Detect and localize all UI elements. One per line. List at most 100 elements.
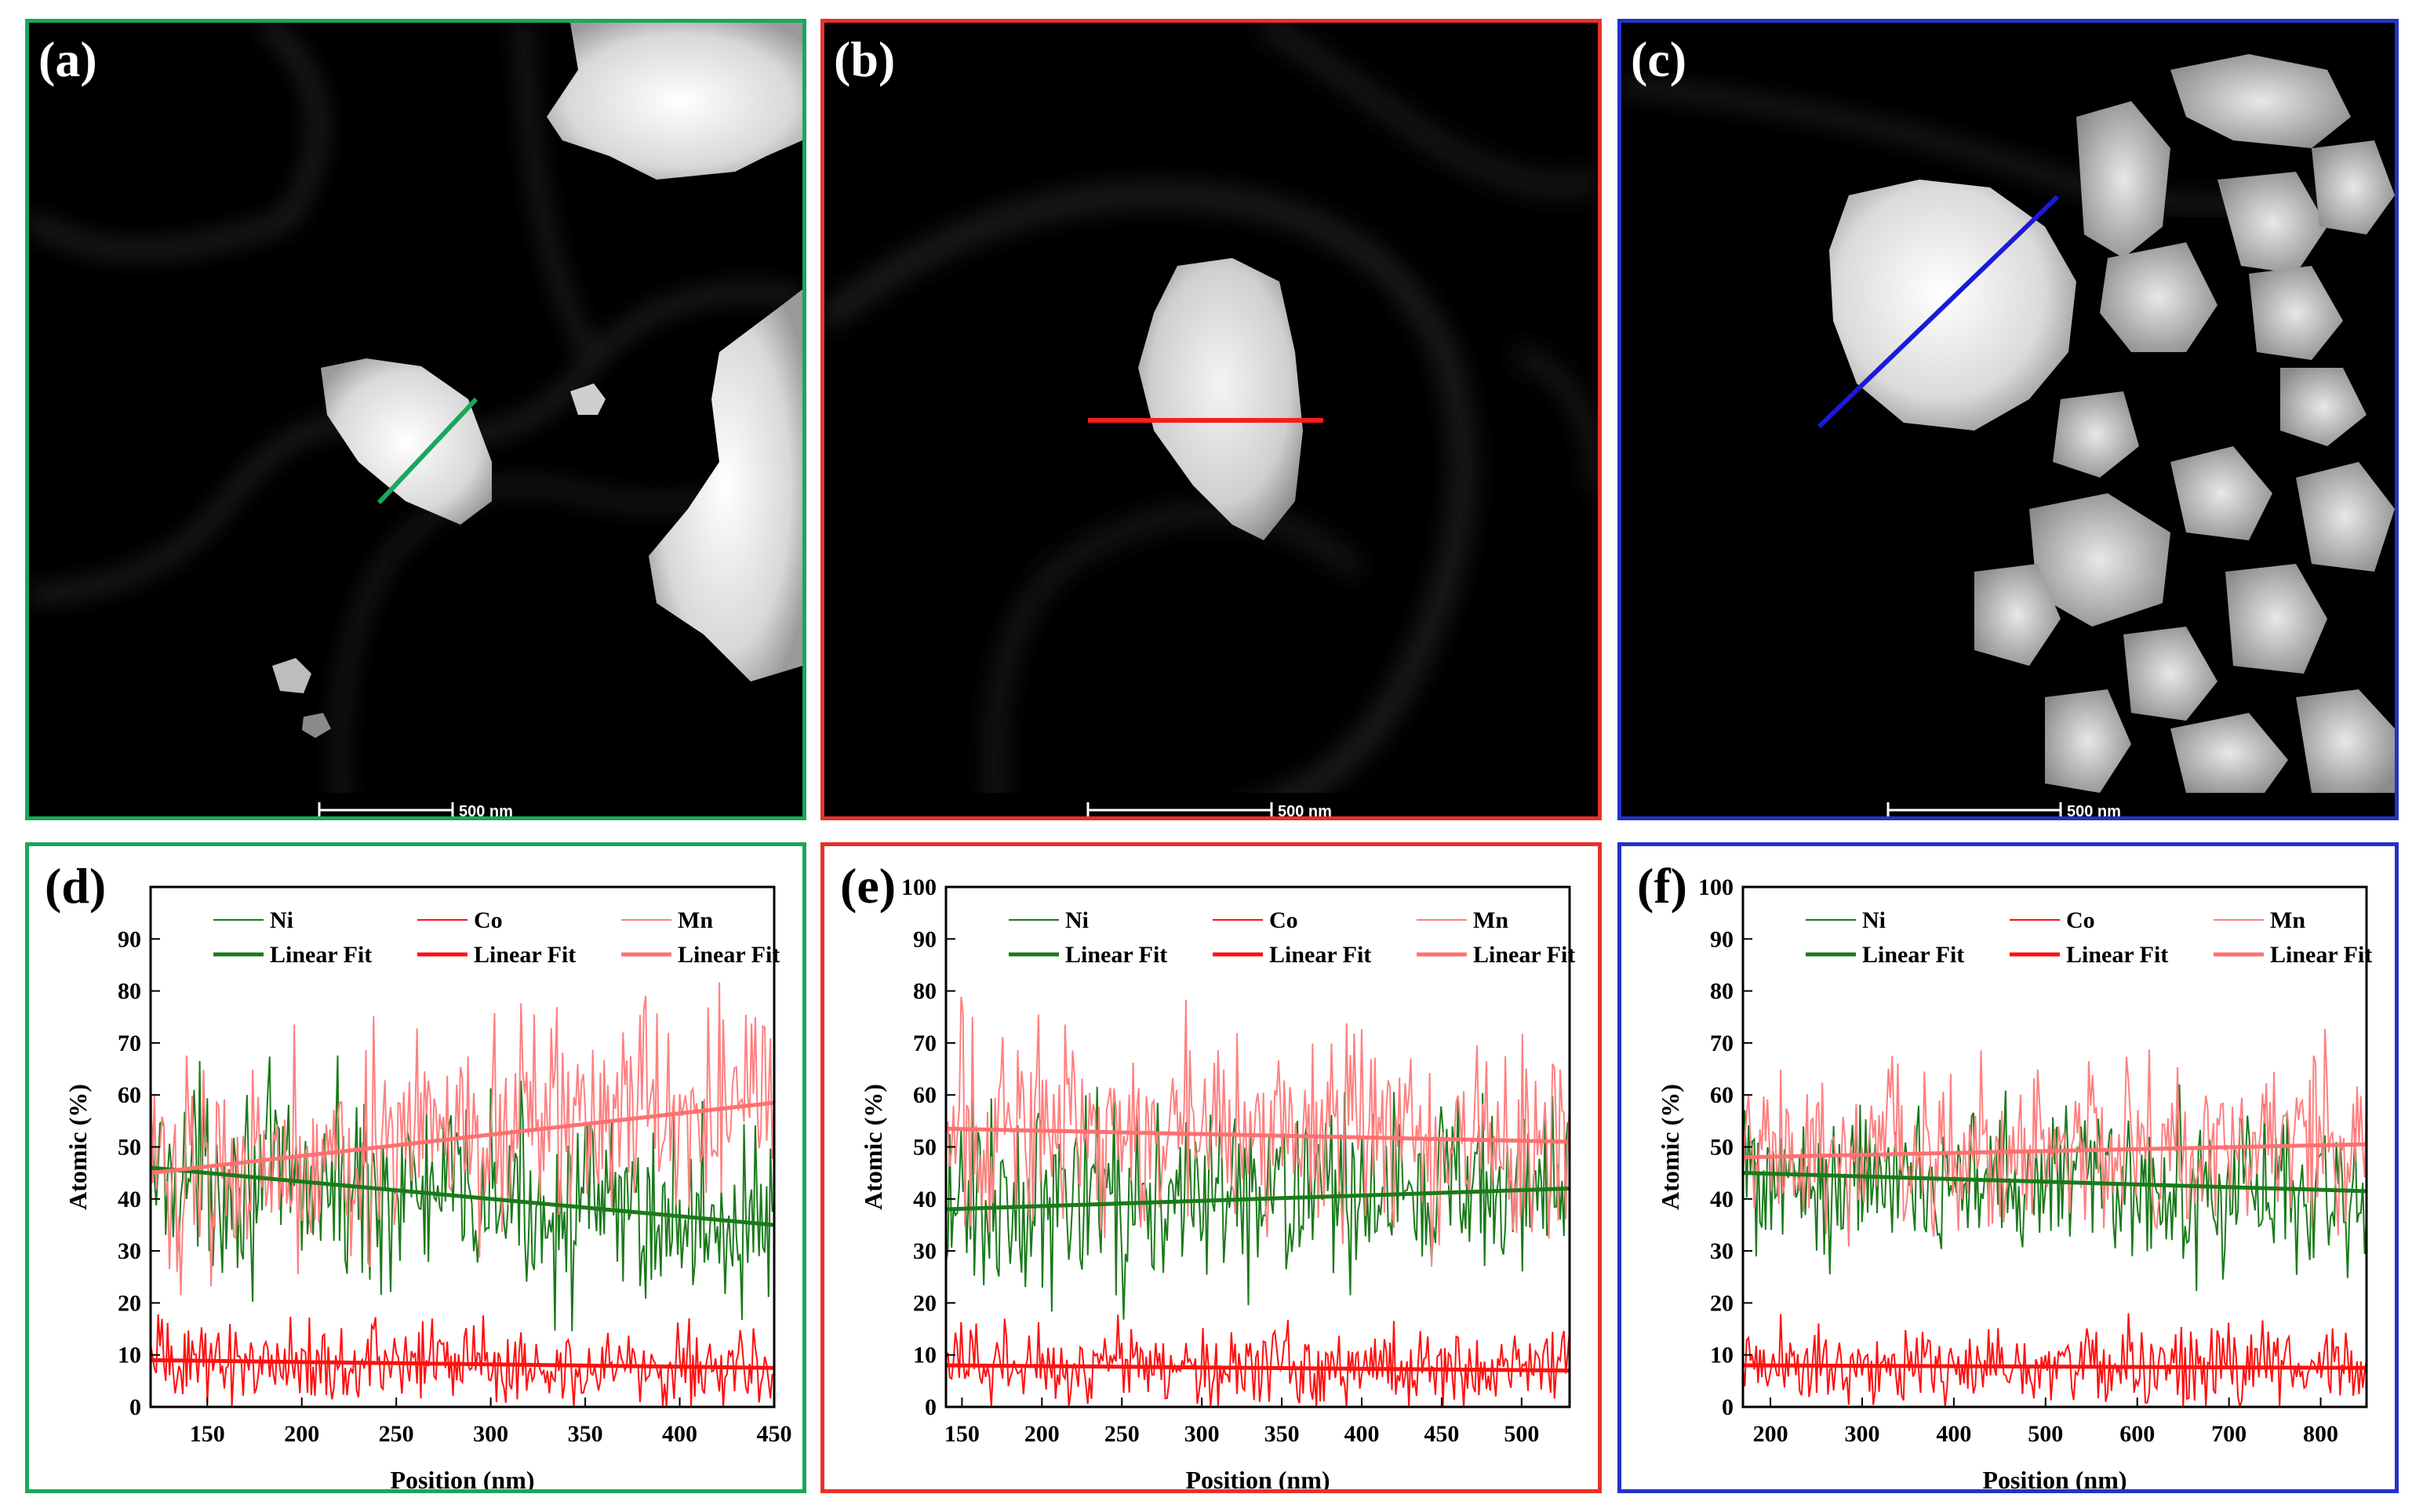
scale-bar-c bbox=[1886, 802, 2062, 816]
series-line-mn bbox=[150, 982, 775, 1296]
x-tick-label: 150 bbox=[190, 1421, 225, 1447]
series-line-co bbox=[150, 1314, 775, 1408]
legend-item: Ni bbox=[1009, 907, 1089, 933]
x-tick-label: 200 bbox=[1024, 1421, 1060, 1447]
legend-label: Co bbox=[474, 907, 503, 933]
panel-label-e: (e) bbox=[840, 858, 897, 914]
y-tick-label: 50 bbox=[913, 1135, 937, 1161]
panel-label-c: (c) bbox=[1631, 31, 1687, 87]
legend-item: Mn bbox=[1417, 907, 1508, 933]
x-tick-label: 350 bbox=[1264, 1421, 1300, 1447]
y-tick-label: 70 bbox=[118, 1030, 141, 1056]
y-tick-label: 80 bbox=[1710, 979, 1734, 1005]
legend-item: Ni bbox=[1806, 907, 1886, 933]
series-line-mn bbox=[945, 996, 1570, 1267]
y-tick-label: 10 bbox=[913, 1343, 937, 1368]
legend-item: Co bbox=[417, 907, 503, 933]
panel-label-f: (f) bbox=[1637, 858, 1687, 914]
y-tick-label: 60 bbox=[913, 1082, 937, 1108]
series-line-mn bbox=[1742, 1028, 2367, 1247]
y-tick-label: 80 bbox=[913, 979, 937, 1005]
legend-item: Mn bbox=[621, 907, 713, 933]
linescan-chart-e: 0 10 20 30 40 50 60 70 80 90 100 150 200 250 300 350 400… bbox=[859, 874, 1575, 1489]
linescan-chart-f: 0 10 20 30 40 50 60 70 80 90 100 200 300 400 500 600 700… bbox=[1656, 874, 2372, 1489]
micrograph-a-image: 500 nm bbox=[29, 23, 802, 816]
y-tick-label: 90 bbox=[913, 926, 937, 952]
legend-item: Co bbox=[1213, 907, 1298, 933]
y-tick-label: 0 bbox=[925, 1394, 937, 1420]
x-tick-label: 300 bbox=[1184, 1421, 1220, 1447]
legend-item: Linear Fit bbox=[417, 942, 576, 968]
legend-label: Ni bbox=[1065, 907, 1089, 933]
micrograph-b-image: 500 nm bbox=[824, 23, 1598, 816]
y-tick-label: 40 bbox=[1710, 1187, 1734, 1212]
y-tick-label: 40 bbox=[913, 1187, 937, 1212]
y-tick-label: 20 bbox=[118, 1290, 141, 1316]
x-tick-label: 200 bbox=[284, 1421, 319, 1447]
x-tick-label: 150 bbox=[944, 1421, 980, 1447]
y-axis-label: Atomic (%) bbox=[64, 1084, 92, 1210]
x-tick-label: 300 bbox=[473, 1421, 508, 1447]
y-tick-label: 60 bbox=[1710, 1082, 1734, 1108]
linescan-line-a bbox=[377, 397, 478, 505]
scale-bar-label-b: 500 nm bbox=[1278, 803, 1332, 816]
linescan-chart-panel-d: 0 10 20 30 40 50 60 70 80 90 150 200 250 300 350 400 450… bbox=[25, 842, 806, 1493]
y-tick-label: 70 bbox=[1710, 1030, 1734, 1056]
micrograph-c-image: 500 nm bbox=[1621, 54, 2395, 816]
x-tick-label: 400 bbox=[662, 1421, 697, 1447]
legend-label: Linear Fit bbox=[2066, 942, 2168, 968]
y-tick-label: 30 bbox=[1710, 1238, 1734, 1264]
series-line-co bbox=[945, 1314, 1570, 1408]
legend-label: Co bbox=[2066, 907, 2095, 933]
linescan-chart-panel-f: 0 10 20 30 40 50 60 70 80 90 100 200 300 400 500 600 700… bbox=[1617, 842, 2399, 1493]
y-tick-label: 0 bbox=[1722, 1394, 1734, 1420]
legend-item: Linear Fit bbox=[1806, 942, 1964, 968]
y-tick-label: 50 bbox=[118, 1135, 141, 1161]
linescan-chart-d: 0 10 20 30 40 50 60 70 80 90 150 200 250 300 350 400 450… bbox=[64, 885, 792, 1489]
panel-label-d: (d) bbox=[45, 858, 107, 914]
legend-item: Linear Fit bbox=[213, 942, 372, 968]
legend-label: Linear Fit bbox=[1065, 942, 1167, 968]
legend-label: Linear Fit bbox=[2270, 942, 2372, 968]
y-tick-label: 30 bbox=[913, 1238, 937, 1264]
x-tick-label: 600 bbox=[2119, 1421, 2155, 1447]
legend-label: Linear Fit bbox=[1862, 942, 1964, 968]
fit-line-co bbox=[150, 1358, 775, 1370]
legend-item: Linear Fit bbox=[1417, 942, 1575, 968]
y-tick-label: 90 bbox=[118, 926, 141, 952]
x-tick-label: 350 bbox=[568, 1421, 603, 1447]
y-tick-label: 20 bbox=[1710, 1290, 1734, 1316]
y-tick-label: 0 bbox=[129, 1394, 141, 1420]
legend-item: Linear Fit bbox=[1009, 942, 1167, 968]
scale-bar-label-a: 500 nm bbox=[459, 803, 513, 816]
legend-item: Ni bbox=[213, 907, 293, 933]
x-tick-label: 700 bbox=[2211, 1421, 2247, 1447]
legend-label: Mn bbox=[1473, 907, 1508, 933]
legend-label: Linear Fit bbox=[1269, 942, 1371, 968]
scale-bar-label-c: 500 nm bbox=[2067, 803, 2121, 816]
series-line-co bbox=[1742, 1313, 2367, 1408]
legend-item: Linear Fit bbox=[2214, 942, 2372, 968]
fit-line-ni bbox=[150, 1165, 775, 1227]
legend-label: Linear Fit bbox=[678, 942, 780, 968]
legend-label: Linear Fit bbox=[474, 942, 576, 968]
legend-label: Co bbox=[1269, 907, 1298, 933]
x-tick-label: 200 bbox=[1753, 1421, 1788, 1447]
y-tick-label: 90 bbox=[1710, 926, 1734, 952]
legend-item: Linear Fit bbox=[2010, 942, 2168, 968]
y-tick-label: 10 bbox=[118, 1343, 141, 1368]
x-tick-label: 400 bbox=[1344, 1421, 1380, 1447]
legend-item: Mn bbox=[2214, 907, 2305, 933]
micrograph-panel-c: 500 nm (c) bbox=[1617, 19, 2399, 820]
legend-label: Linear Fit bbox=[1473, 942, 1575, 968]
y-axis-label: Atomic (%) bbox=[859, 1084, 887, 1210]
legend-label: Linear Fit bbox=[270, 942, 372, 968]
fit-line-mn bbox=[150, 1100, 775, 1176]
fit-line-mn bbox=[945, 1126, 1570, 1144]
fit-line-ni bbox=[1742, 1171, 2367, 1194]
linescan-chart-panel-e: 0 10 20 30 40 50 60 70 80 90 100 150 200 250 300 350 400… bbox=[820, 842, 1602, 1493]
x-tick-label: 500 bbox=[1504, 1421, 1539, 1447]
fit-line-co bbox=[945, 1363, 1570, 1373]
linescan-line-c bbox=[1817, 194, 2060, 429]
legend-item: Linear Fit bbox=[1213, 942, 1371, 968]
